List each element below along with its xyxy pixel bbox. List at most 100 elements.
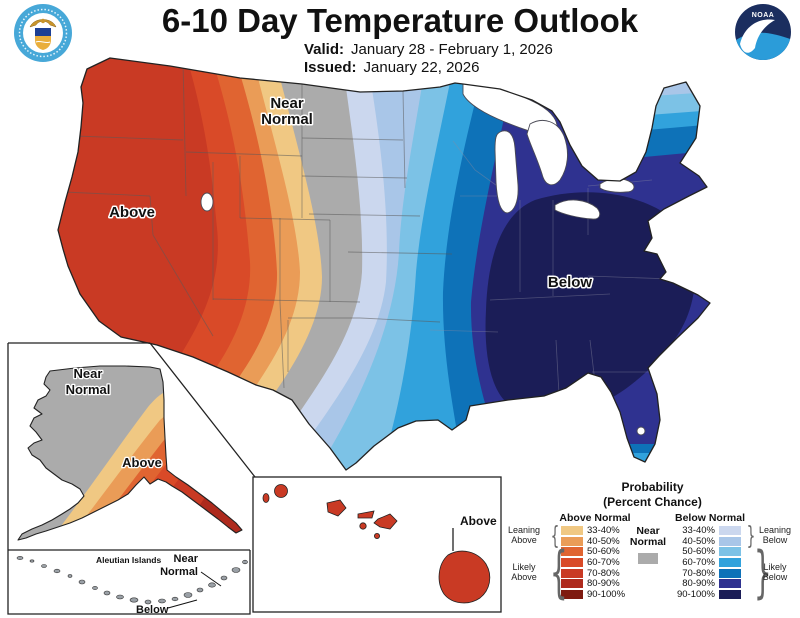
great-lakes — [200, 83, 646, 436]
stripe-maine-50-60 — [610, 58, 710, 118]
legend-label-above-33-40: 33-40% — [587, 525, 620, 536]
island-lanai — [359, 522, 367, 530]
legend-label-above-70-80: 70-80% — [587, 568, 620, 579]
valid-label: Valid: — [304, 41, 345, 58]
alaska-near-label-1: Near — [74, 366, 103, 381]
island-kauai — [274, 484, 288, 498]
commerce-seal — [14, 4, 72, 62]
legend-swatch-near-normal — [638, 553, 658, 564]
brace-leaning-above: { — [550, 521, 560, 550]
alaska-inset: Near Normal Above Aleutian Islands Near … — [7, 342, 256, 616]
aleutian-below-pointer — [167, 599, 198, 609]
issued-value: January 22, 2026 — [363, 59, 480, 76]
issued-line: Issued: January 22, 2026 — [304, 59, 479, 76]
noaa-gull-icon — [740, 19, 775, 53]
legend-likely-above-2: Above — [511, 572, 537, 582]
legend-label-below-40-50: 40-50% — [682, 536, 715, 547]
lake-michigan — [494, 130, 519, 214]
legend-swatch-below-60-70 — [719, 558, 741, 567]
legend-swatch-below-33-40 — [719, 526, 741, 535]
issued-label: Issued: — [304, 59, 357, 76]
legend-near-label-2: Normal — [629, 536, 667, 548]
island-maui — [373, 513, 398, 530]
aleutian-below-label: Below — [136, 604, 169, 616]
brace-likely-above: { — [549, 540, 568, 605]
legend-swatch-below-70-80 — [719, 569, 741, 578]
legend-leaning-below-1: Leaning — [758, 525, 792, 535]
aleutian-near-label-1: Near — [174, 553, 199, 565]
conus-above-label: Above — [109, 204, 155, 221]
legend-swatch-above-50-60 — [561, 547, 583, 556]
legend-leaning-above-1: Leaning — [507, 525, 541, 535]
legend-swatch-above-60-70 — [561, 558, 583, 567]
alaska-above-label: Above — [122, 455, 162, 470]
alaska-inset-frame — [7, 342, 256, 615]
legend-label-below-80-90: 80-90% — [682, 578, 715, 589]
legend-swatch-above-90-100 — [561, 590, 583, 599]
legend-likely-above-1: Likely — [512, 562, 536, 572]
island-niihau — [262, 493, 270, 503]
aleutian-islands — [16, 556, 248, 605]
aleutian-islands-label: Aleutian Islands — [96, 555, 161, 565]
legend-label-below-70-80: 70-80% — [682, 568, 715, 579]
island-kahoolawe — [373, 533, 380, 540]
legend-above-header: Above Normal — [559, 512, 631, 524]
legend-swatch-above-40-50 — [561, 537, 583, 546]
lake-okeechobee — [636, 426, 646, 436]
conus-near-label-2: Normal — [261, 111, 313, 128]
island-hawaii-big-island — [438, 550, 491, 604]
legend-likely-below-1: Likely — [763, 562, 787, 572]
seal-shield-top — [35, 28, 51, 36]
legend-leaning-above-2: Above — [511, 535, 537, 545]
conus-near-label-1: Near — [270, 95, 304, 112]
legend-label-below-50-60: 50-60% — [682, 546, 715, 557]
legend-below-header: Below Normal — [674, 512, 745, 524]
island-oahu — [326, 499, 347, 517]
hawaii-inset: Above — [252, 476, 502, 613]
band-below-90-100-core — [485, 192, 696, 417]
legend-subtitle: (Percent Chance) — [603, 495, 702, 509]
aleutian-near-label-2: Normal — [160, 566, 198, 578]
legend-near-label-1: Near — [636, 525, 660, 537]
legend-swatch-above-80-90 — [561, 579, 583, 588]
alaska-near-label-2: Normal — [66, 382, 111, 397]
hawaii-above-label: Above — [460, 514, 497, 528]
legend-swatch-above-33-40 — [561, 526, 583, 535]
legend-swatch-below-50-60 — [719, 547, 741, 556]
legend-label-above-80-90: 80-90% — [587, 578, 620, 589]
legend-label-above-50-60: 50-60% — [587, 546, 620, 557]
hawaii-islands — [262, 484, 491, 604]
inset-connector-line — [149, 342, 256, 478]
legend-label-above-90-100: 90-100% — [587, 589, 626, 600]
brace-leaning-below: } — [746, 521, 756, 550]
legend-label-above-40-50: 40-50% — [587, 536, 620, 547]
legend-swatch-below-40-50 — [719, 537, 741, 546]
legend-label-above-60-70: 60-70% — [587, 557, 620, 568]
stripe-maine-40-50 — [622, 58, 710, 98]
noaa-logo: NOAA — [735, 4, 791, 60]
island-molokai — [357, 510, 375, 519]
legend-leaning-below-2: Below — [762, 535, 788, 545]
lake-huron — [526, 120, 568, 186]
stripe-florida-70-80 — [606, 444, 684, 453]
alaska-outline — [17, 365, 243, 541]
brace-likely-below: } — [753, 540, 772, 605]
legend-label-below-90-100: 90-100% — [676, 589, 715, 600]
probability-legend: Probability (Percent Chance) Above Norma… — [505, 468, 800, 618]
seal-eagle-icon — [29, 19, 57, 28]
aleutian-near-pointer — [200, 571, 222, 587]
legend-title: Probability — [621, 480, 684, 494]
legend-swatch-below-80-90 — [719, 579, 741, 588]
seal-shield-bottom — [35, 36, 51, 50]
legend-swatch-below-90-100 — [719, 590, 741, 599]
noaa-logo-text: NOAA — [752, 12, 775, 19]
conus-below-label: Below — [548, 274, 593, 291]
legend-likely-below-2: Below — [762, 572, 788, 582]
page-title: 6-10 Day Temperature Outlook — [161, 2, 639, 39]
valid-line: Valid: January 28 - February 1, 2026 — [304, 41, 553, 58]
great-salt-lake — [200, 192, 214, 212]
conus-outline — [57, 57, 711, 471]
valid-value: January 28 - February 1, 2026 — [351, 41, 553, 58]
